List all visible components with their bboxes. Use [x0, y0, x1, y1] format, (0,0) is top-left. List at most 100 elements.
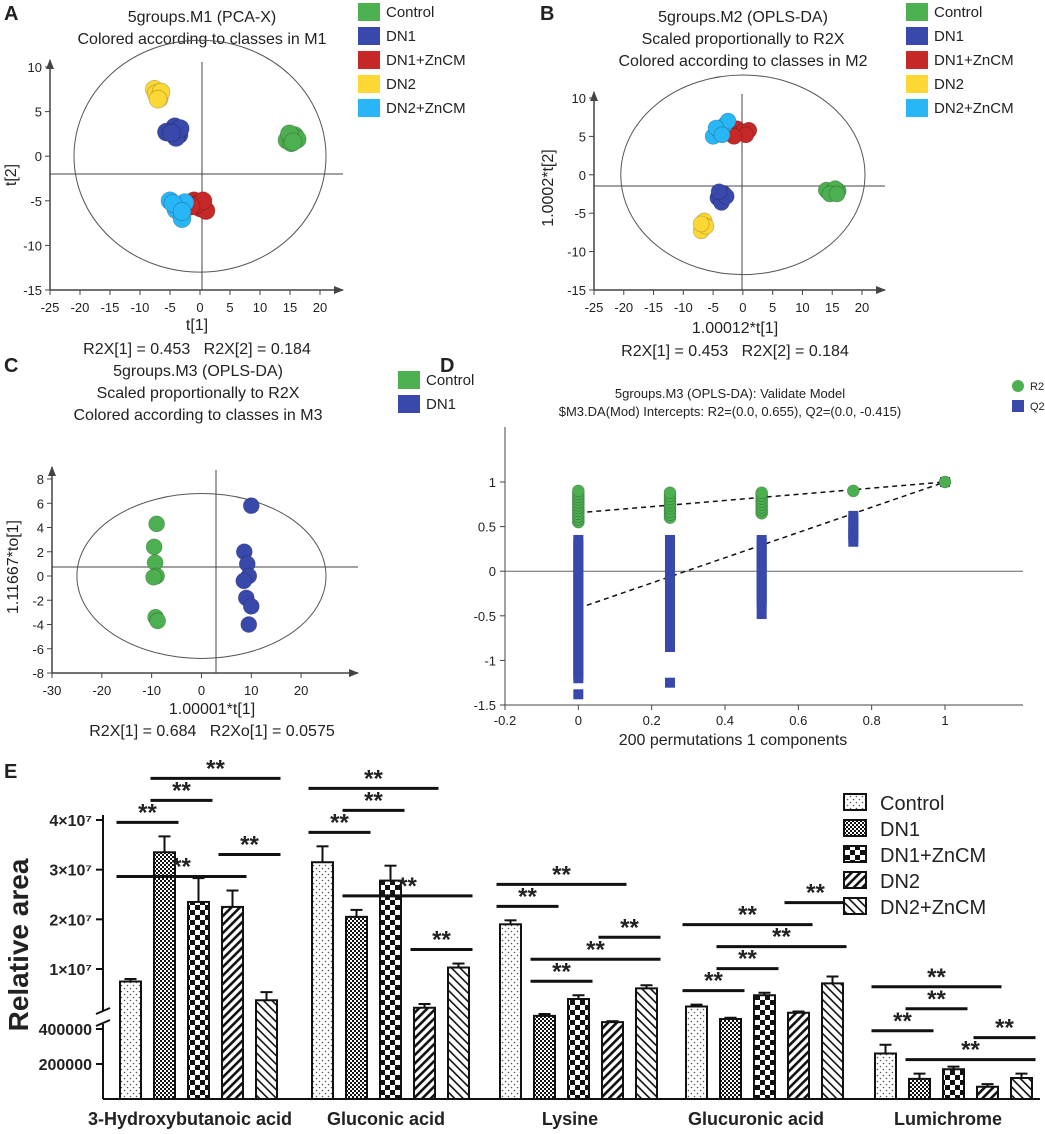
panel-d-title: 5groups.M3 (OPLS-DA): Validate Model — [615, 386, 845, 401]
x-tick-label: 0 — [196, 300, 203, 315]
point-q2 — [573, 689, 584, 700]
panel-b-subtitle2: Colored according to classes in M2 — [618, 53, 867, 70]
significance-label: ** — [806, 880, 825, 907]
legend-swatch-control — [398, 371, 420, 389]
y-tick-label: 2 — [37, 545, 44, 560]
panel-b: B 5groups.M2 (OPLS-DA) Scaled proportion… — [540, 3, 1014, 360]
significance-label: ** — [738, 946, 757, 973]
panel-a-ylabel: t[2] — [3, 164, 20, 186]
significance-label: ** — [772, 924, 791, 951]
x-tick-label: -10 — [142, 683, 161, 698]
panel-d-xlabel: 200 permutations 1 components — [619, 732, 848, 749]
legend-label-dn1-zncm: DN1+ZnCM — [386, 52, 466, 69]
y-tick-label: 1 — [489, 475, 496, 490]
bar-dn2 — [601, 1021, 624, 1100]
significance-label: ** — [364, 787, 383, 814]
legend-swatch-dn1 — [906, 27, 928, 45]
point-q2 — [848, 510, 859, 521]
legend-label-dn1: DN1 — [386, 28, 416, 45]
y-tick-label: -6 — [32, 642, 44, 657]
panel-b-footer: R2X[1] = 0.453 R2X[2] = 0.184 — [621, 343, 849, 360]
y-tick-label: 0.5 — [478, 520, 496, 535]
bar-dn2-zncm — [821, 982, 844, 1100]
legend-label-control: Control — [880, 793, 944, 815]
x-tick-label: 20 — [313, 300, 327, 315]
panel-e-break-1 — [95, 1007, 111, 1015]
y-tick-label: 8 — [37, 472, 44, 487]
x-tick-label: -25 — [41, 300, 60, 315]
x-tick-label: 10 — [253, 300, 267, 315]
y-tick-label: 5 — [35, 105, 42, 120]
point-q2 — [848, 528, 859, 539]
significance-label: ** — [893, 1008, 912, 1035]
y-tick-label: -10 — [23, 238, 42, 253]
x-tick-label: -10 — [674, 300, 693, 315]
x-tick-label: -0.2 — [494, 713, 516, 728]
legend-swatch-dn1 — [398, 395, 420, 413]
panel-c: C 5groups.M3 (OPLS-DA) Scaled proportion… — [4, 355, 474, 740]
point-q2 — [573, 534, 584, 545]
panel-c-title: 5groups.M3 (OPLS-DA) — [113, 363, 283, 380]
legend-swatch-r2 — [1012, 380, 1024, 392]
panel-a-letter: A — [4, 3, 18, 25]
y-tick-label: 1×10⁷ — [49, 962, 92, 979]
x-tick-label: 20 — [855, 300, 869, 315]
legend-swatch-control — [906, 3, 928, 21]
legend-swatch-dn1-zncm — [906, 51, 928, 69]
category-label-glucuronic-acid: Glucuronic acid — [688, 1109, 824, 1129]
legend-label-dn2: DN2 — [386, 76, 416, 93]
y-tick-label: -10 — [567, 245, 586, 260]
x-tick-label: 5 — [769, 300, 776, 315]
bar-dn2-zncm — [447, 966, 470, 1101]
bar-dn1 — [153, 851, 176, 1100]
x-tick-label: -15 — [644, 300, 663, 315]
y-tick-label: 400000 — [39, 1022, 92, 1039]
point-q2 — [756, 609, 767, 620]
legend-swatch-dn1-zncm — [358, 51, 380, 69]
x-tick-label: 10 — [244, 683, 258, 698]
bar-dn1-zncm — [187, 900, 210, 1101]
x-tick-label: 15 — [283, 300, 297, 315]
category-label-lysine: Lysine — [542, 1109, 598, 1129]
significance-label: ** — [995, 1015, 1014, 1042]
point-q2 — [756, 534, 767, 545]
panel-c-ellipse — [76, 493, 327, 659]
legend-label-dn2: DN2 — [934, 76, 964, 93]
significance-label: ** — [552, 861, 571, 888]
panel-b-ellipse — [620, 74, 866, 276]
y-tick-label: -5 — [30, 194, 42, 209]
panel-a-xlabel: t[1] — [186, 317, 208, 334]
x-tick-label: 0.6 — [789, 713, 807, 728]
legend-label-control: Control — [386, 4, 434, 21]
point-control — [145, 568, 162, 586]
y-tick-label: 0 — [579, 168, 586, 183]
panel-c-letter: C — [4, 355, 18, 377]
bar-dn2 — [787, 1011, 810, 1100]
x-tick-label: 0.4 — [716, 713, 734, 728]
panel-e: E Relative area 1×10⁷ 2×10⁷ 3×10⁷ 4×10⁷ 2000… — [3, 755, 1040, 1129]
x-tick-label: 10 — [795, 300, 809, 315]
bar-dn2 — [413, 1006, 436, 1100]
point-r2 — [663, 486, 677, 500]
legend-swatch-dn2 — [906, 75, 928, 93]
point-dn2 — [148, 89, 168, 109]
significance-label: ** — [518, 883, 537, 910]
panel-b-ylabel: 1.0002*t[2] — [540, 149, 557, 226]
significance-label: ** — [432, 927, 451, 954]
legend-label-dn1: DN1 — [426, 396, 456, 413]
y-tick-label: -0.5 — [474, 609, 496, 624]
point-dn1 — [240, 616, 258, 633]
legend-swatch-dn2-zncm — [843, 897, 867, 915]
significance-label: ** — [961, 1037, 980, 1064]
y-tick-label: 0 — [35, 149, 42, 164]
significance-label: ** — [172, 854, 191, 881]
bar-dn2 — [221, 905, 244, 1101]
point-control — [148, 515, 165, 533]
point-dn2-zncm — [713, 126, 731, 144]
legend-swatch-dn2-zncm — [358, 99, 380, 117]
x-tick-label: 15 — [825, 300, 839, 315]
panel-a-subtitle: Colored according to classes in M1 — [77, 31, 326, 48]
y-tick-label: 10 — [28, 60, 42, 75]
x-tick-label: -20 — [92, 683, 111, 698]
legend-swatch-dn2-zncm — [906, 99, 928, 117]
